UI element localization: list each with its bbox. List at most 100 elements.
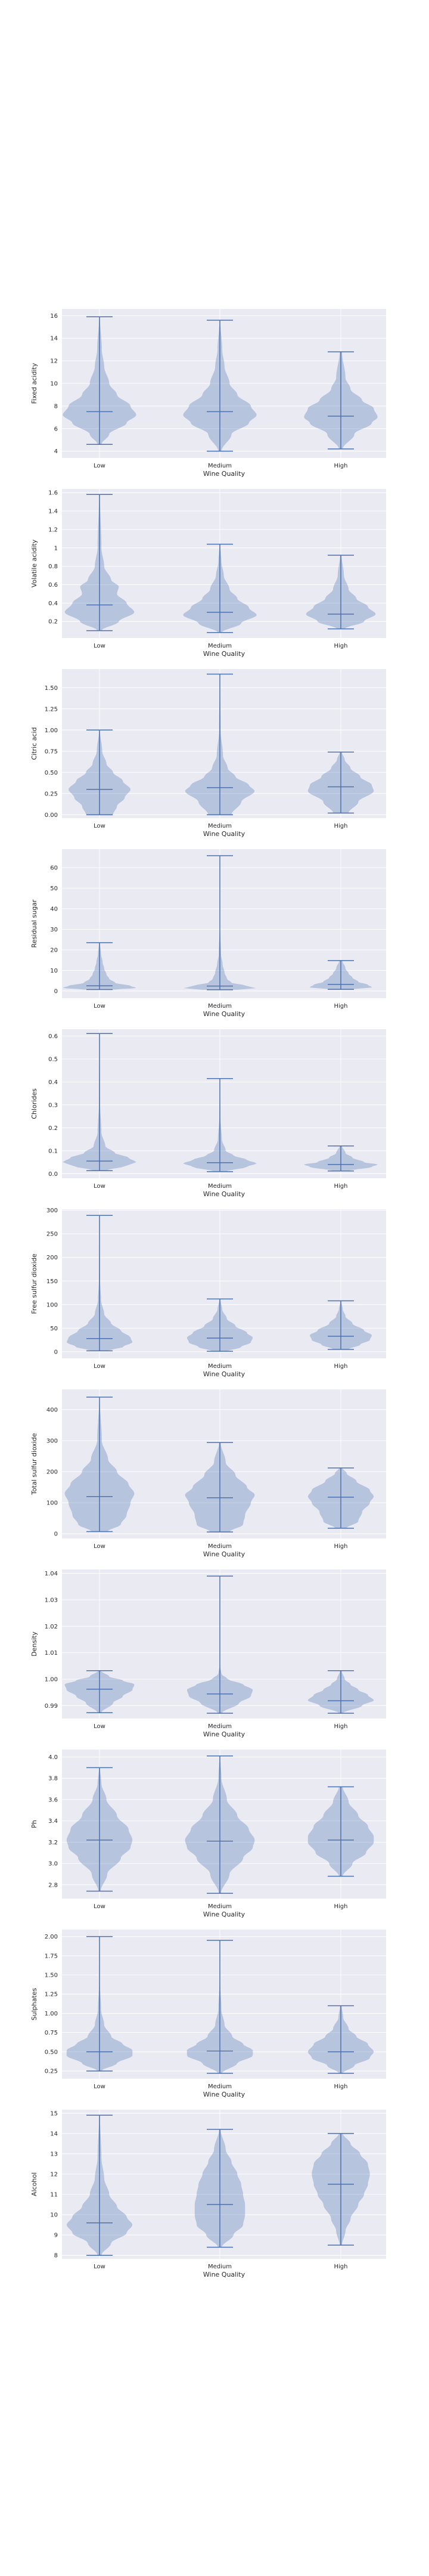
y-axis-label: Alcohol — [30, 2172, 38, 2196]
x-tick-label: High — [334, 1003, 348, 1010]
y-tick-label: 1.6 — [48, 490, 58, 497]
plot-area — [62, 1029, 386, 1178]
y-tick-label: 0.2 — [48, 1125, 58, 1132]
x-axis-label: Wine Quality — [203, 2091, 245, 2098]
y-tick-label: 30 — [50, 927, 58, 933]
y-tick-label: 0.2 — [48, 619, 58, 626]
x-tick-label: High — [334, 1903, 348, 1910]
x-tick-label: High — [334, 1543, 348, 1550]
plot-area — [62, 1389, 386, 1538]
y-tick-label: 12 — [50, 358, 58, 365]
x-tick-label: Medium — [208, 1543, 232, 1550]
y-tick-label: 60 — [50, 865, 58, 872]
y-axis-label: Fixed acidity — [30, 363, 38, 404]
y-tick-label: 4.0 — [48, 1754, 58, 1761]
y-axis-label: Ph — [30, 1820, 38, 1828]
y-tick-label: 0.4 — [48, 1079, 58, 1086]
violin-panel: 0.0 0.1 0.2 0.3 0.4 0.5 0.6 Low Medium High Wine Q… — [30, 1029, 386, 1198]
y-tick-label: 1.00 — [45, 727, 58, 734]
plot-area — [62, 1930, 386, 2079]
y-tick-label: 0.6 — [48, 582, 58, 589]
y-tick-label: 1.00 — [45, 2011, 58, 2017]
y-axis-label: Volatile acidity — [30, 539, 38, 587]
violin-panel: 0 100 200 300 400 Low Medium High Wine Quality To… — [30, 1389, 386, 1558]
y-tick-label: 0.5 — [48, 1057, 58, 1063]
y-tick-label: 3.2 — [48, 1840, 58, 1846]
y-tick-label: 40 — [50, 906, 58, 913]
y-tick-label: 15 — [50, 2110, 58, 2117]
y-tick-label: 1.75 — [45, 1953, 58, 1959]
x-tick-label: Low — [94, 2083, 105, 2090]
y-tick-label: 0.50 — [45, 2049, 58, 2055]
x-tick-label: Low — [94, 1363, 105, 1370]
y-tick-label: 0 — [54, 988, 58, 995]
y-tick-label: 1.03 — [45, 1597, 58, 1603]
x-tick-label: Medium — [208, 1003, 232, 1010]
x-tick-label: Low — [94, 1183, 105, 1190]
y-tick-label: 10 — [50, 381, 58, 388]
y-tick-label: 50 — [50, 886, 58, 892]
x-axis-label: Wine Quality — [203, 1911, 245, 1918]
y-axis-label: Sulphates — [30, 1987, 38, 2020]
y-tick-label: 0 — [54, 1531, 58, 1538]
x-tick-label: Low — [94, 1903, 105, 1910]
y-tick-label: 1.04 — [45, 1571, 58, 1577]
y-tick-label: 3.4 — [48, 1818, 58, 1825]
y-tick-label: 250 — [46, 1231, 58, 1238]
x-tick-label: High — [334, 1723, 348, 1730]
y-tick-label: 0.6 — [48, 1033, 58, 1040]
x-tick-label: Low — [94, 463, 105, 469]
y-tick-label: 1.50 — [45, 1973, 58, 1979]
y-tick-label: 0.25 — [45, 2069, 58, 2075]
x-tick-label: High — [334, 1363, 348, 1370]
x-tick-label: High — [334, 463, 348, 469]
y-tick-label: 3.8 — [48, 1776, 58, 1782]
y-tick-label: 2.00 — [45, 1934, 58, 1940]
y-tick-label: 0.8 — [48, 564, 58, 570]
violin-panel: 0.25 0.50 0.75 1.00 1.25 1.50 1.75 2.00 Low Mediu… — [30, 1930, 386, 2098]
y-axis-label: Chlorides — [30, 1088, 38, 1119]
y-tick-label: 3.6 — [48, 1797, 58, 1803]
y-tick-label: 1.4 — [48, 509, 58, 515]
x-tick-label: Medium — [208, 463, 232, 469]
x-axis-label: Wine Quality — [203, 1370, 245, 1378]
violin-panel: 0.00 0.25 0.50 0.75 1.00 1.25 1.50 Low Medium Hig… — [30, 669, 386, 838]
x-axis-label: Wine Quality — [203, 2271, 245, 2278]
y-tick-label: 6 — [54, 426, 58, 432]
y-tick-label: 11 — [50, 2192, 58, 2199]
y-axis-label: Total sulfur dioxide — [30, 1433, 38, 1496]
x-tick-label: Low — [94, 643, 105, 649]
x-tick-label: High — [334, 1183, 348, 1190]
x-tick-label: Medium — [208, 1183, 232, 1190]
violin-panel: 0.99 1.00 1.01 1.02 1.03 1.04 Low Medium High Win… — [30, 1569, 386, 1738]
y-tick-label: 1.01 — [45, 1650, 58, 1657]
y-axis-label: Density — [30, 1631, 38, 1657]
x-tick-label: High — [334, 643, 348, 649]
x-axis-label: Wine Quality — [203, 650, 245, 658]
y-tick-label: 8 — [54, 2253, 58, 2259]
y-tick-label: 8 — [54, 403, 58, 410]
y-tick-label: 0.75 — [45, 748, 58, 755]
y-tick-label: 1.50 — [45, 685, 58, 692]
x-axis-label: Wine Quality — [203, 470, 245, 478]
y-tick-label: 0.3 — [48, 1102, 58, 1109]
x-tick-label: High — [334, 2264, 348, 2270]
y-tick-label: 1.2 — [48, 527, 58, 533]
y-tick-label: 0.0 — [48, 1171, 58, 1178]
y-tick-label: 0.00 — [45, 812, 58, 819]
y-tick-label: 20 — [50, 947, 58, 953]
y-tick-label: 12 — [50, 2171, 58, 2178]
violin-panel: 2.8 3.0 3.2 3.4 3.6 3.8 4.0 Low Medium High Wine Q… — [30, 1750, 386, 1918]
plot-area — [62, 1209, 386, 1358]
x-tick-label: High — [334, 2083, 348, 2090]
violin-panel: 4 6 8 10 12 14 16 Low Medium High Wine Quality Fixe… — [30, 309, 386, 478]
y-tick-label: 9 — [54, 2233, 58, 2239]
x-axis-label: Wine Quality — [203, 830, 245, 838]
y-tick-label: 100 — [46, 1500, 58, 1507]
x-tick-label: Medium — [208, 1723, 232, 1730]
y-tick-label: 0.50 — [45, 770, 58, 776]
y-tick-label: 0.4 — [48, 600, 58, 607]
y-tick-label: 10 — [50, 968, 58, 974]
x-tick-label: Medium — [208, 823, 232, 829]
plot-area — [62, 849, 386, 998]
